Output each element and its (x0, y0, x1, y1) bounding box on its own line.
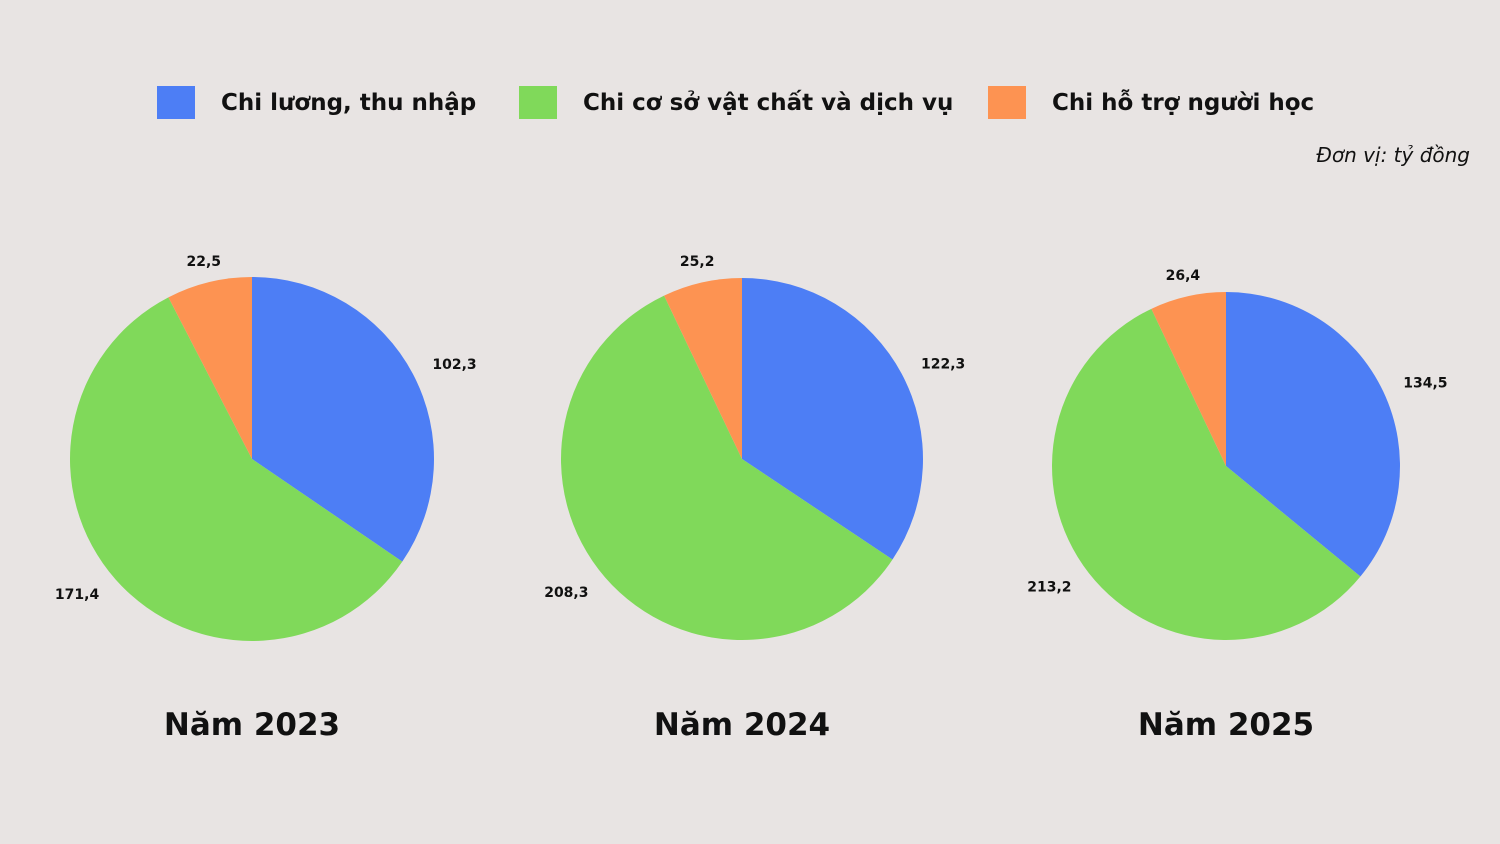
pie-slice-salary (252, 277, 435, 562)
slice-value-label-facilities: 171,4 (55, 587, 100, 603)
pie-slice-facilities (70, 297, 403, 641)
pie-title: Năm 2024 (654, 707, 830, 743)
slice-value-label-facilities: 213,2 (1027, 580, 1071, 596)
slice-value-label-salary: 134,5 (1403, 375, 1447, 391)
pie-slice-salary (1226, 292, 1400, 577)
pie-slice-student-support (664, 278, 742, 459)
pie-slice-student-support (168, 277, 252, 459)
slice-value-label-salary: 122,3 (921, 356, 965, 372)
legend-item-student-support: Chi hỗ trợ người học (988, 80, 1314, 125)
legend-swatch-salary (157, 86, 195, 119)
pie-slice-salary (742, 278, 924, 560)
legend-swatch-facilities (519, 86, 557, 119)
slice-value-label-facilities: 208,3 (544, 585, 588, 601)
pie-title: Năm 2023 (164, 707, 340, 743)
pie-slice-facilities (560, 295, 893, 641)
unit-note: Đơn vị: tỷ đồng (1316, 143, 1470, 167)
pie-title: Năm 2025 (1138, 707, 1314, 743)
slice-value-label-student-support: 25,2 (680, 254, 715, 270)
pie-slice-student-support (1151, 292, 1226, 466)
slice-value-label-student-support: 22,5 (187, 254, 222, 270)
legend-item-salary: Chi lương, thu nhập (157, 80, 476, 125)
legend-label-salary: Chi lương, thu nhập (221, 89, 477, 116)
legend-label-student-support: Chi hỗ trợ người học (1052, 89, 1315, 116)
legend: Chi lương, thu nhập Chi cơ sở vật chất v… (0, 80, 1500, 125)
legend-swatch-student-support (988, 86, 1026, 119)
pie-slice-facilities (1051, 308, 1361, 641)
legend-item-facilities: Chi cơ sở vật chất và dịch vụ (519, 80, 953, 125)
slice-value-label-salary: 102,3 (432, 357, 476, 373)
slice-value-label-student-support: 26,4 (1166, 268, 1201, 284)
legend-label-facilities: Chi cơ sở vật chất và dịch vụ (583, 89, 954, 116)
